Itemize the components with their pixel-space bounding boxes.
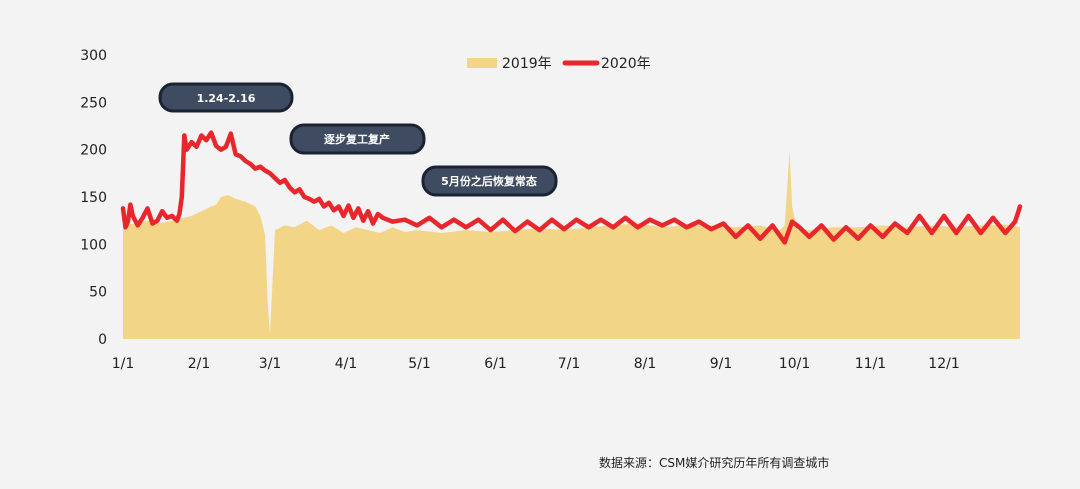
y-tick-label: 50 [89, 285, 107, 301]
legend-swatch-2019 [467, 58, 497, 68]
x-tick-label: 6/1 [484, 356, 507, 372]
x-tick-label: 3/1 [259, 356, 282, 372]
annotations: 1.24-2.16 逐步复工复产 5月份之后恢复常态 [158, 82, 558, 197]
series-2019-area-shape [123, 149, 1020, 339]
y-tick-label: 0 [98, 332, 107, 348]
y-tick-label: 300 [80, 48, 107, 64]
y-tick-label: 200 [80, 143, 107, 159]
legend-label-2019: 2019年 [502, 56, 552, 72]
x-tick-label: 9/1 [710, 356, 733, 372]
series-2020-line [120, 130, 1023, 245]
annotation-3-text: 5月份之后恢复常态 [441, 174, 537, 188]
annotation-1-text: 1.24-2.16 [197, 92, 256, 105]
annotation-3: 5月份之后恢复常态 [421, 165, 558, 197]
annotation-2: 逐步复工复产 [289, 123, 426, 155]
x-tick-label: 4/1 [335, 356, 358, 372]
x-tick-label: 7/1 [558, 356, 581, 372]
x-tick-label: 1/1 [112, 356, 135, 372]
legend: 2019年 2020年 [467, 56, 651, 72]
y-tick-label: 100 [80, 237, 107, 253]
y-tick-label: 250 [80, 95, 107, 111]
legend-label-2020: 2020年 [601, 56, 651, 72]
annotation-2-text: 逐步复工复产 [324, 132, 390, 146]
data-source-note: 数据来源：CSM媒介研究历年所有调查城市 [599, 456, 830, 470]
x-axis: 1/1 2/1 3/1 4/1 5/1 6/1 7/1 8/1 9/1 10/1 11/1 12/1 [112, 356, 960, 372]
y-axis: 0 50 100 150 200 250 300 [80, 48, 107, 348]
x-tick-label: 10/1 [779, 356, 810, 372]
series-2019-area [123, 149, 1020, 339]
x-tick-label: 12/1 [928, 356, 959, 372]
x-tick-label: 2/1 [188, 356, 211, 372]
series-2020-line-shape [120, 130, 1023, 245]
x-tick-label: 8/1 [634, 356, 657, 372]
x-tick-label: 11/1 [855, 356, 886, 372]
x-tick-label: 5/1 [408, 356, 431, 372]
annotation-1: 1.24-2.16 [158, 82, 294, 113]
y-tick-label: 150 [80, 190, 107, 206]
